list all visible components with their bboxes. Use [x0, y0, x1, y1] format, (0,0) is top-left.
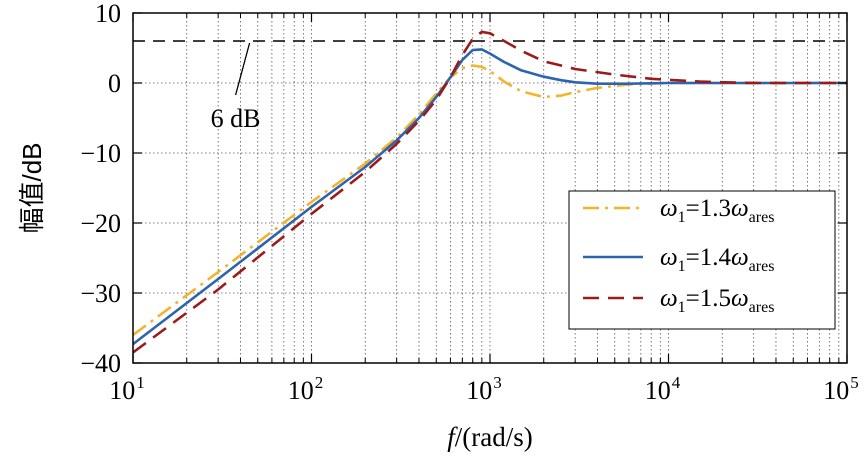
legend-part-sym2: ω — [731, 244, 749, 271]
x-tick-label: 105 — [823, 373, 859, 405]
x-axis-title-italic: f — [447, 422, 458, 452]
x-tick-base: 10 — [466, 376, 492, 405]
x-tick-exponent: 2 — [315, 373, 324, 392]
grid — [133, 13, 847, 363]
legend-part-sym: ω — [660, 244, 678, 271]
x-tick-exponent: 5 — [850, 373, 859, 392]
y-tick-label: −30 — [80, 279, 121, 308]
legend-part-eq: =1.5 — [686, 285, 731, 312]
legend-part-sym: ω — [660, 195, 678, 222]
legend-part-eq: =1.3 — [686, 195, 731, 222]
legend-label-w13: ω1=1.3ωares — [660, 195, 774, 226]
y-tick-label: −20 — [80, 209, 121, 238]
legend-box — [568, 190, 836, 330]
y-axis-title: 幅值/dB — [17, 142, 47, 233]
series-layer — [133, 30, 847, 354]
y-tick-label: 10 — [95, 0, 121, 28]
legend-label-w14: ω1=1.4ωares — [660, 244, 774, 275]
legend-part-sub2: ares — [749, 258, 775, 275]
series-line-w13 — [133, 64, 847, 337]
legend-part-sub1: 1 — [678, 299, 686, 316]
x-tick-label: 103 — [466, 373, 502, 405]
annotation-6db-label: 6 dB — [211, 104, 261, 133]
legend-part-sym2: ω — [731, 195, 749, 222]
annotation-leader — [234, 42, 251, 96]
series-line-w15 — [133, 30, 847, 354]
legend-part-sub1: 1 — [678, 209, 686, 226]
legend-part-sub2: ares — [749, 299, 775, 316]
legend-label-w15: ω1=1.5ωares — [660, 285, 774, 316]
x-tick-base: 10 — [288, 376, 314, 405]
x-tick-exponent: 1 — [136, 373, 145, 392]
x-tick-base: 10 — [109, 376, 135, 405]
legend-part-eq: =1.4 — [686, 244, 732, 271]
x-tick-base: 10 — [823, 376, 849, 405]
x-tick-label: 102 — [288, 373, 324, 405]
y-tick-label: 0 — [108, 69, 121, 98]
y-tick-label: −40 — [80, 349, 121, 378]
y-tick-label: −10 — [80, 139, 121, 168]
x-tick-label: 104 — [645, 373, 681, 405]
x-axis-title-unit: /(rad/s) — [455, 422, 533, 452]
legend-part-sub2: ares — [749, 209, 775, 226]
reference-line-layer: 6 dB — [133, 40, 847, 133]
legend-part-sym2: ω — [731, 285, 749, 312]
series-line-w14 — [133, 48, 847, 346]
x-tick-exponent: 4 — [672, 373, 681, 392]
x-tick-label: 101 — [109, 373, 145, 405]
x-tick-base: 10 — [645, 376, 671, 405]
legend-part-sym: ω — [660, 285, 678, 312]
x-axis-title: f/(rad/s) — [447, 422, 532, 452]
legend-part-sub1: 1 — [678, 258, 686, 275]
x-tick-exponent: 3 — [493, 373, 502, 392]
